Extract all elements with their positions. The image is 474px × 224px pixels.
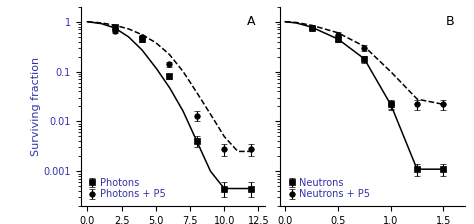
Text: A: A (246, 15, 255, 28)
Legend: Photons, Photons + P5: Photons, Photons + P5 (85, 176, 168, 201)
Text: B: B (446, 15, 455, 28)
Legend: Neutrons, Neutrons + P5: Neutrons, Neutrons + P5 (285, 176, 372, 201)
Y-axis label: Surviving fraction: Surviving fraction (31, 57, 41, 156)
